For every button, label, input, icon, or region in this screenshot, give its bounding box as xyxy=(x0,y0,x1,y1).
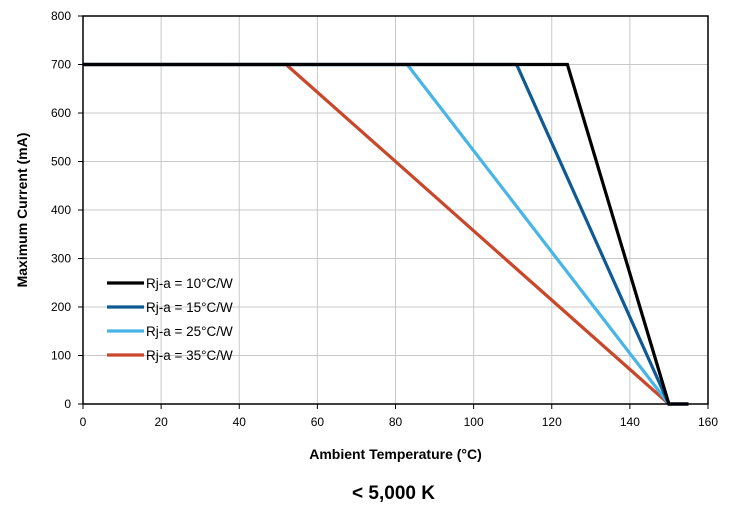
tick-layer: 0 20 40 60 80 100 120 140 160 0 100 200 300 400 500 600… xyxy=(51,9,718,429)
y-tick-label: 800 xyxy=(51,9,71,23)
y-tick-label: 600 xyxy=(51,106,71,120)
legend-label: Rj-a = 10°C/W xyxy=(146,276,233,291)
x-tick-label: 120 xyxy=(542,415,562,429)
x-tick-label: 0 xyxy=(80,415,87,429)
chart-caption: < 5,000 K xyxy=(352,483,435,504)
legend-label: Rj-a = 35°C/W xyxy=(146,348,233,363)
y-tick-label: 100 xyxy=(51,349,71,363)
grid-layer xyxy=(83,16,708,404)
x-tick-label: 60 xyxy=(311,415,325,429)
y-axis-title: Maximum Current (mA) xyxy=(14,133,30,288)
y-tick-label: 400 xyxy=(51,203,71,217)
y-tick-label: 200 xyxy=(51,300,71,314)
y-tick-label: 0 xyxy=(64,397,71,411)
x-tick-label: 40 xyxy=(233,415,247,429)
legend-label: Rj-a = 25°C/W xyxy=(146,324,233,339)
y-tick-label: 700 xyxy=(51,58,71,72)
y-tick-label: 500 xyxy=(51,155,71,169)
legend-label: Rj-a = 15°C/W xyxy=(146,300,233,315)
x-tick-label: 100 xyxy=(464,415,484,429)
x-tick-label: 20 xyxy=(154,415,168,429)
x-tick-label: 140 xyxy=(620,415,640,429)
y-tick-label: 300 xyxy=(51,252,71,266)
x-tick-label: 80 xyxy=(389,415,403,429)
legend: Rj-a = 10°C/W Rj-a = 15°C/W Rj-a = 25°C/W R… xyxy=(107,276,233,363)
x-tick-label: 160 xyxy=(698,415,718,429)
x-axis-title: Ambient Temperature (°C) xyxy=(309,446,482,462)
